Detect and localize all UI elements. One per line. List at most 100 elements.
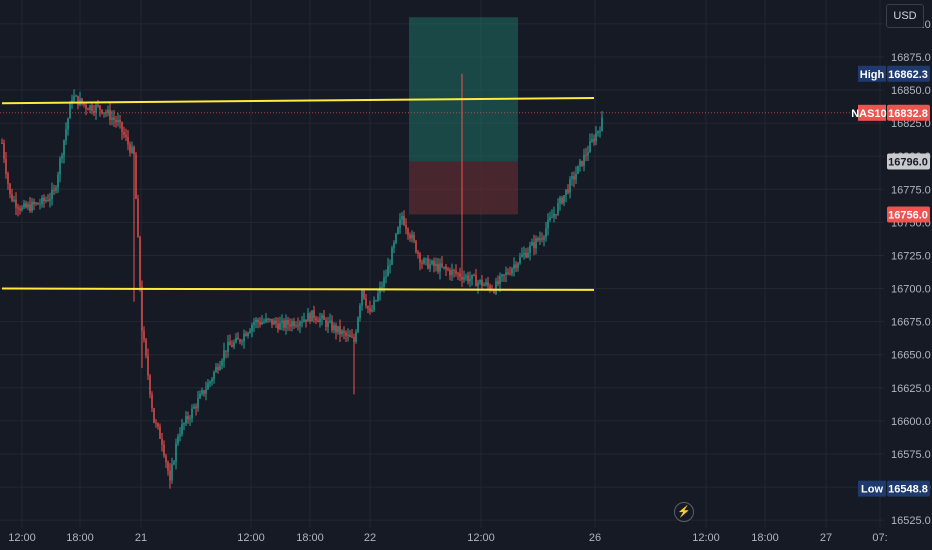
candle-body (215, 367, 217, 373)
x-tick-label: 12:00 (692, 532, 720, 544)
candle-body (547, 219, 549, 229)
candle-body (237, 337, 239, 340)
candle-body (151, 394, 153, 409)
stop-zone[interactable] (409, 161, 518, 215)
candle-body (145, 339, 147, 356)
candle-body (245, 333, 247, 336)
candle-body (509, 273, 511, 275)
candle-body (139, 237, 141, 287)
candle-body (33, 201, 35, 205)
candle-body (357, 317, 359, 332)
candle-body (125, 134, 127, 138)
candle-body (467, 275, 469, 282)
position-tool[interactable] (0, 17, 884, 215)
candle-body (127, 137, 129, 145)
x-tick-label: 26 (589, 532, 601, 544)
candle-body (113, 117, 115, 120)
candle-body (211, 379, 213, 382)
candle-body (199, 393, 201, 399)
candle-body (57, 174, 59, 188)
candle-body (419, 253, 421, 263)
candle-body (27, 204, 29, 208)
candle-body (353, 337, 355, 342)
lightning-icon[interactable]: ⚡ (674, 502, 694, 522)
candle-body (15, 199, 17, 208)
candle-body (511, 268, 513, 274)
y-tick-label: 16875.0 (891, 52, 931, 64)
candle-body (285, 319, 287, 328)
candle-body (87, 108, 89, 111)
candle-body (481, 280, 483, 286)
candle-body (155, 422, 157, 424)
candle-body (83, 103, 85, 105)
candle-body (277, 323, 279, 330)
candle-body (413, 234, 415, 241)
candle-body (17, 207, 19, 209)
candle-body (451, 269, 453, 276)
candle-body (487, 282, 489, 286)
candle-body (439, 263, 441, 272)
horizontal-levels[interactable] (1, 96, 595, 291)
candle-body (69, 103, 71, 119)
candle-body (525, 252, 527, 258)
candle-body (273, 320, 275, 325)
horizontal-level-line[interactable] (1, 96, 595, 105)
candle-body (19, 208, 21, 211)
x-tick-label: 27 (820, 532, 832, 544)
candle-body (319, 318, 321, 322)
candle-body (115, 119, 117, 123)
y-tick-label: 16700.0 (891, 284, 931, 296)
candle-body (471, 274, 473, 279)
candle-body (223, 350, 225, 361)
currency-label[interactable]: USD (886, 4, 924, 28)
candle-body (441, 263, 443, 267)
candle-body (581, 160, 583, 166)
candle-body (175, 443, 177, 462)
last-price-tag-box (887, 104, 930, 121)
candle-body (579, 160, 581, 166)
target-zone[interactable] (409, 17, 518, 162)
x-tick-label: 12:00 (8, 532, 36, 544)
entry-tag-value: 16796.0 (888, 157, 928, 169)
candle-body (279, 322, 281, 330)
candle-body (91, 105, 93, 112)
last-price-tag-label: NAS100 (851, 108, 893, 120)
horizontal-level-line[interactable] (1, 287, 595, 291)
candle-body (593, 139, 595, 142)
candle-body (159, 426, 161, 439)
candle-body (431, 260, 433, 264)
x-tick-label: 12:00 (467, 532, 495, 544)
candle-body (317, 320, 319, 322)
candle-body (311, 310, 313, 322)
y-tick-label: 16525.0 (891, 515, 931, 527)
candle-body (411, 234, 413, 239)
candle-body (519, 256, 521, 264)
y-tick-label: 16600.0 (891, 416, 931, 428)
candle-body (341, 330, 343, 335)
price-axis[interactable]: 16525.016550.016575.016600.016625.016650… (891, 19, 931, 527)
y-tick-label: 16850.0 (891, 85, 931, 97)
candle-body (37, 202, 39, 205)
x-tick-label: 18:00 (296, 532, 324, 544)
candle-body (549, 217, 551, 220)
candle-body (391, 247, 393, 265)
candle-body (267, 318, 269, 320)
candle-body (123, 132, 125, 135)
candle-body (193, 406, 195, 409)
candle-body (589, 141, 591, 153)
candle-body (403, 216, 405, 225)
candle-body (365, 298, 367, 307)
candle-body (213, 372, 215, 380)
candle-body (5, 158, 7, 174)
y-tick-label: 16825.0 (891, 118, 931, 130)
candle-body (303, 319, 305, 322)
candle-body (29, 204, 31, 211)
x-tick-label: 21 (135, 532, 147, 544)
candle-body (309, 313, 311, 322)
time-axis[interactable]: 12:00 18:00 21 12:00 18:00 22 12:00 26 12:00 18:0… (8, 532, 887, 544)
candle-body (385, 276, 387, 278)
candle-body (407, 228, 409, 235)
candle-body (545, 228, 547, 238)
candle-body (551, 217, 553, 219)
